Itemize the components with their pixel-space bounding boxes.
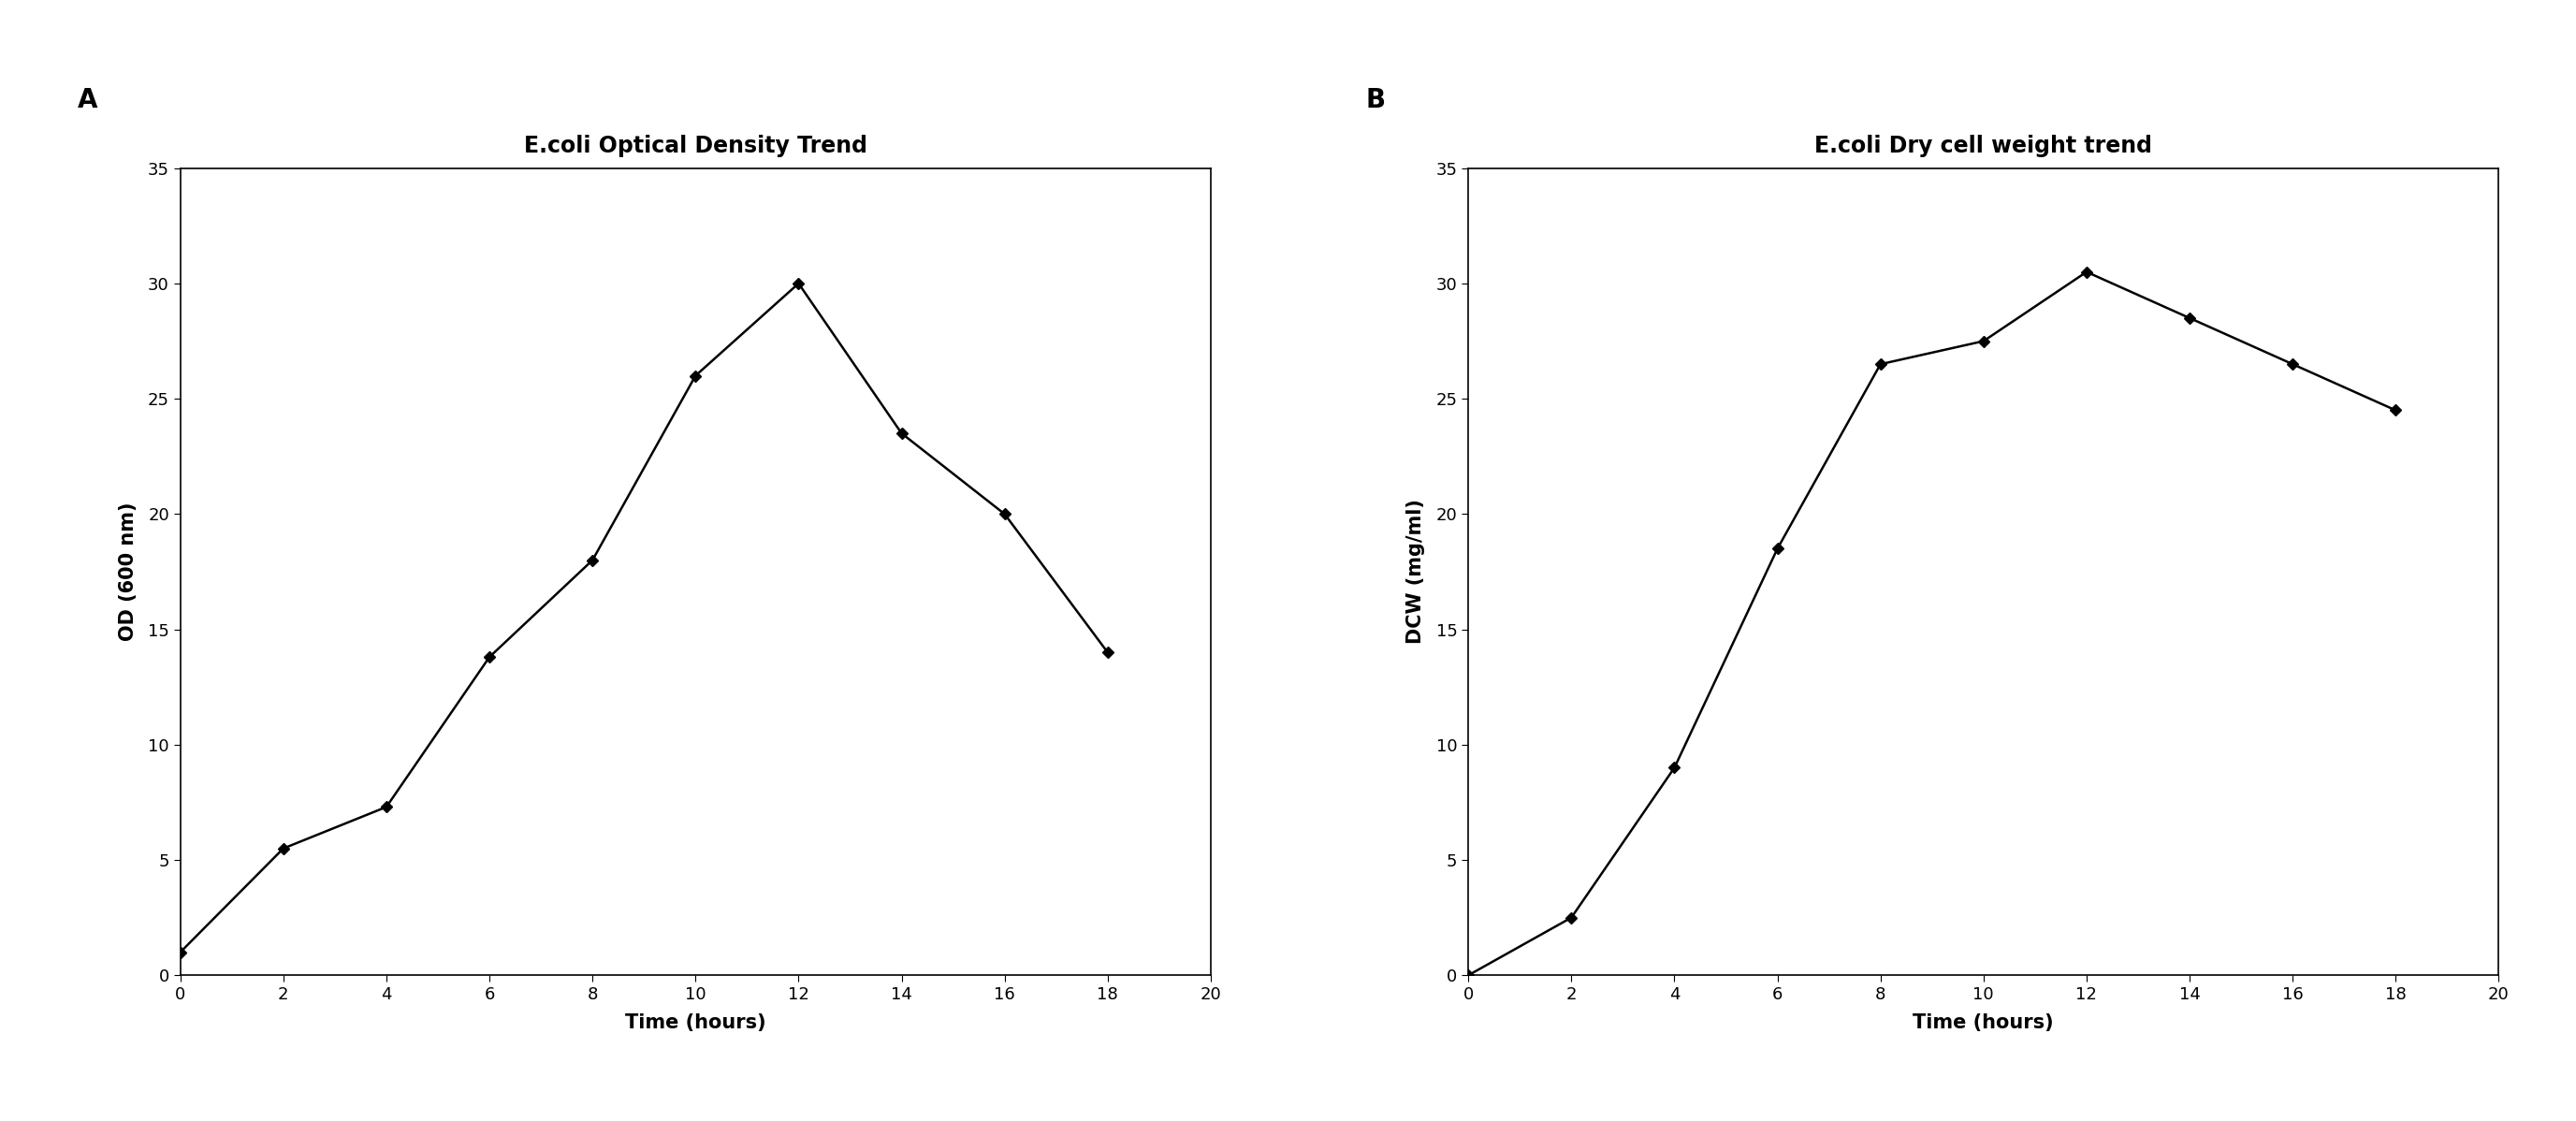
- Text: A: A: [77, 87, 98, 113]
- Y-axis label: DCW (mg/ml): DCW (mg/ml): [1406, 499, 1425, 645]
- Text: B: B: [1365, 87, 1386, 113]
- X-axis label: Time (hours): Time (hours): [626, 1013, 765, 1032]
- X-axis label: Time (hours): Time (hours): [1914, 1013, 2053, 1032]
- Title: E.coli Optical Density Trend: E.coli Optical Density Trend: [523, 135, 868, 157]
- Title: E.coli Dry cell weight trend: E.coli Dry cell weight trend: [1814, 135, 2154, 157]
- Y-axis label: OD (600 nm): OD (600 nm): [118, 502, 137, 641]
